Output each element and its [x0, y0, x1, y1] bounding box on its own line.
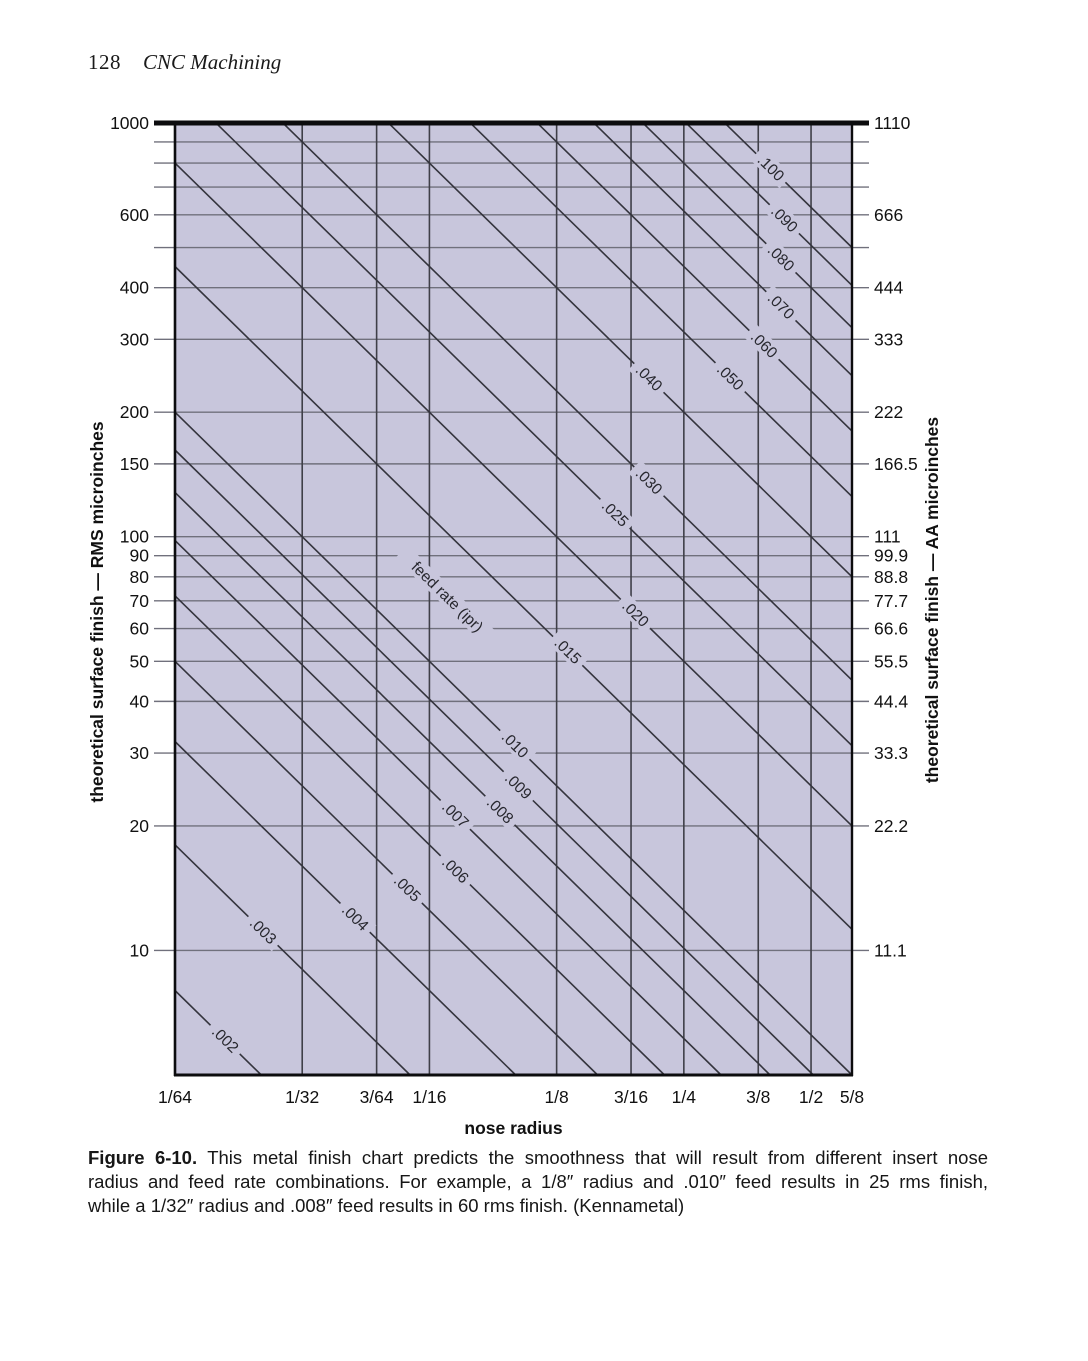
feed-rate-line — [174, 844, 411, 1076]
feed-line-label-bg — [614, 592, 657, 635]
feed-line-label-bg — [760, 284, 803, 327]
y-tick-label-right: 444 — [874, 278, 903, 298]
feed-line-label-bg — [750, 146, 793, 189]
feed-rate-line — [174, 449, 814, 1076]
feed-line-label-bg — [497, 764, 540, 807]
y-tick-label-left: 10 — [130, 940, 150, 960]
feed-rate-line — [174, 660, 599, 1076]
y-tick-label-right: 44.4 — [874, 691, 908, 711]
y-tick-label-right: 55.5 — [874, 651, 908, 671]
x-tick-label: 3/64 — [360, 1087, 394, 1107]
y-tick-label-right: 222 — [874, 402, 903, 422]
y-tick-label-left: 400 — [120, 278, 149, 298]
y-tick-label-left: 200 — [120, 402, 149, 422]
y-tick-label-left: 300 — [120, 329, 149, 349]
caption-line-2: radius and feed rate combinations. For e… — [88, 1171, 988, 1192]
y-tick-label-left: 70 — [130, 591, 150, 611]
feed-line-label-bg — [760, 236, 803, 279]
y-tick-label-right: 111 — [874, 527, 901, 547]
book-title: CNC Machining — [143, 50, 282, 74]
x-tick-label: 5/8 — [840, 1087, 864, 1107]
x-tick-label: 1/16 — [412, 1087, 446, 1107]
caption-line-1: Figure 6-10. This metal finish chart pre… — [88, 1146, 988, 1170]
y-tick-label-left: 80 — [130, 567, 150, 587]
feed-rate-line — [642, 122, 853, 329]
feed-line-label: .008 — [479, 789, 522, 831]
y-tick-label-right: 666 — [874, 205, 903, 225]
y-tick-label-right: 99.9 — [874, 546, 908, 566]
feed-rate-line — [387, 122, 853, 578]
feed-line-label-bg — [594, 492, 637, 535]
feed-rate-line — [282, 122, 853, 681]
figure-label: Figure 6-10. — [88, 1147, 198, 1168]
y-tick-label-right: 333 — [874, 329, 903, 349]
feed-line-label-bg — [434, 849, 477, 891]
feed-line-label-bg — [204, 1018, 247, 1061]
feed-rate-line — [469, 122, 853, 498]
feed-rate-line — [215, 122, 853, 747]
y-axis-title-right: theoretical surface finish — AA microinc… — [922, 417, 942, 784]
figure-caption: Figure 6-10. This metal finish chart pre… — [88, 1146, 988, 1218]
caption-line-3: while a 1/32″ radius and .008″ feed resu… — [88, 1195, 685, 1216]
feed-rate-line — [685, 122, 853, 286]
feed-line-label-bg — [743, 323, 786, 366]
feed-line-label-bg — [334, 896, 377, 939]
feed-rate-line — [174, 162, 853, 827]
y-tick-label-left: 150 — [120, 454, 149, 474]
feed-line-label-bg — [547, 629, 589, 672]
y-tick-label-right: 11.1 — [874, 940, 907, 960]
y-axis-title-left: theoretical surface finish — RMS microin… — [87, 421, 107, 802]
y-tick-label-left: 90 — [130, 546, 150, 566]
y-tick-label-right: 22.2 — [874, 816, 908, 836]
x-tick-label: 3/8 — [746, 1087, 770, 1107]
feed-line-label-bg — [494, 723, 537, 766]
x-tick-label: 1/4 — [672, 1087, 697, 1107]
y-tick-label-right: 88.8 — [874, 567, 908, 587]
y-tick-label-left: 20 — [130, 816, 150, 836]
y-tick-label-right: 1110 — [874, 113, 911, 133]
y-tick-label-right: 33.3 — [874, 743, 908, 763]
feed-rate-axis-label-bg — [395, 545, 500, 649]
feed-line-label-bg — [763, 197, 806, 240]
feed-rate-line — [593, 122, 853, 377]
y-tick-label-left: 100 — [120, 527, 149, 547]
feed-rate-line — [536, 122, 853, 432]
y-tick-label-left: 1000 — [110, 113, 149, 133]
feed-rate-line — [174, 265, 853, 930]
page-number: 128 — [88, 50, 121, 74]
feed-line-label-bg — [386, 867, 429, 910]
feed-line-label-bg — [479, 789, 522, 831]
x-tick-label: 1/32 — [285, 1087, 319, 1107]
y-tick-label-right: 166.5 — [874, 454, 918, 474]
feed-line-label-bg — [709, 356, 752, 398]
x-axis-title: nose radius — [464, 1118, 562, 1138]
y-tick-label-left: 60 — [130, 619, 150, 639]
y-tick-label-left: 50 — [130, 651, 150, 671]
feed-line-label-bg — [628, 460, 671, 502]
x-tick-label: 1/2 — [799, 1087, 823, 1107]
feed-line-label-bg — [628, 356, 671, 399]
feed-rate-line — [174, 491, 771, 1076]
y-tick-label-left: 600 — [120, 205, 149, 225]
y-tick-label-right: 66.6 — [874, 619, 908, 639]
x-tick-label: 1/8 — [544, 1087, 568, 1107]
page-header: 128 CNC Machining — [88, 50, 281, 75]
feed-line-label-bg — [434, 793, 477, 836]
feed-rate-line — [724, 122, 853, 249]
feed-rate-line — [174, 595, 666, 1076]
x-tick-label: 1/64 — [158, 1087, 192, 1107]
x-tick-label: 3/16 — [614, 1087, 648, 1107]
y-tick-label-right: 77.7 — [874, 591, 908, 611]
feed-line-label-bg — [242, 909, 285, 952]
y-tick-label-left: 30 — [130, 743, 150, 763]
caption-text-1: This metal finish chart predicts the smo… — [207, 1147, 989, 1168]
y-tick-label-left: 40 — [130, 691, 150, 711]
